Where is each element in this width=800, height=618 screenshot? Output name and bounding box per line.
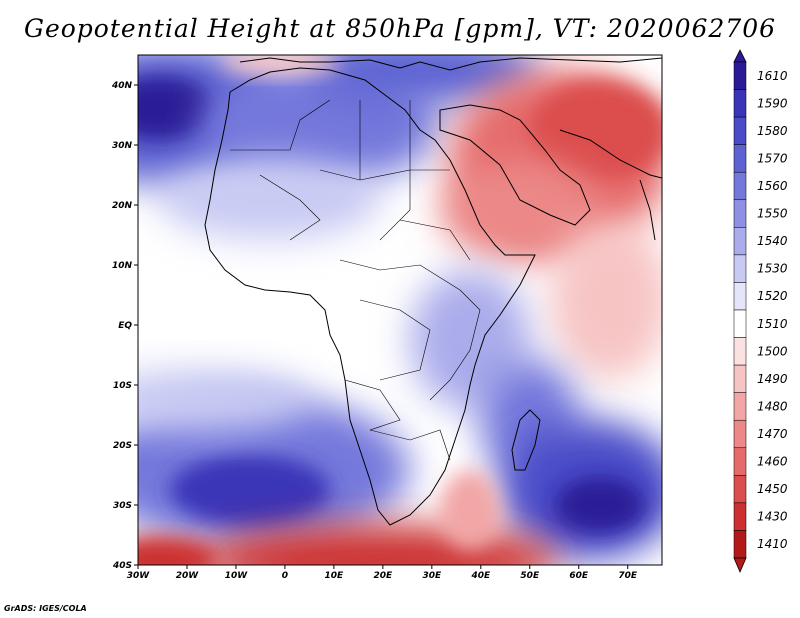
arabia-south bbox=[440, 160, 600, 260]
lat-tick-label: 20S bbox=[113, 441, 132, 451]
lon-tick-label: 20E bbox=[374, 571, 394, 581]
colorbar-swatch bbox=[733, 364, 747, 393]
colorbar-swatch bbox=[733, 392, 747, 421]
colorbar-label: 1550 bbox=[757, 207, 788, 221]
colorbar-swatch bbox=[733, 309, 747, 338]
lat-tick-label: 10S bbox=[113, 381, 132, 391]
lon-tick-label: 40E bbox=[470, 571, 491, 581]
border-angola bbox=[344, 379, 401, 431]
lat-tick-label: 30S bbox=[113, 501, 132, 511]
colorbar-label: 1460 bbox=[757, 455, 788, 469]
colorbar-swatch bbox=[733, 89, 747, 118]
colorbar-swatch bbox=[733, 144, 747, 173]
iran-coastline bbox=[559, 129, 662, 179]
colorbar-swatch bbox=[733, 227, 747, 256]
lon-tick-label: 60E bbox=[569, 571, 589, 581]
border-sudan bbox=[399, 219, 471, 261]
colorbar-swatch bbox=[733, 282, 747, 311]
cape-ridge-gap bbox=[440, 470, 500, 550]
lon-tick-label: 0 bbox=[282, 571, 288, 581]
colorbar-swatch bbox=[733, 475, 747, 504]
colorbar-top-arrow bbox=[733, 49, 747, 63]
azores-high-core bbox=[138, 76, 215, 140]
coastlines bbox=[204, 57, 662, 526]
border-east bbox=[429, 289, 481, 401]
border-drc bbox=[359, 299, 431, 381]
colorbar-label: 1510 bbox=[757, 317, 788, 331]
lon-tick-label: 50E bbox=[520, 571, 540, 581]
lat-tick-label: 40N bbox=[111, 81, 133, 91]
border-west-sahara bbox=[230, 99, 331, 151]
lon-axis: 30W 20W 10W 0 10E 20E 30E 40E 50E 60E 70E bbox=[127, 565, 638, 581]
border-southern bbox=[369, 429, 451, 461]
lat-tick-label: 40S bbox=[112, 561, 132, 571]
colorbar-label: 1470 bbox=[757, 427, 788, 441]
lat-tick-label: 30N bbox=[112, 141, 133, 151]
lat-tick-label: 20N bbox=[112, 201, 133, 211]
border-central bbox=[339, 259, 461, 291]
country-borders bbox=[230, 99, 481, 461]
colorbar-label: 1560 bbox=[757, 179, 788, 193]
colorbar-label: 1480 bbox=[757, 399, 788, 413]
colorbar-swatch bbox=[733, 199, 747, 228]
colorbar-label: 1580 bbox=[757, 124, 788, 138]
colorbar-label: 1530 bbox=[757, 262, 788, 276]
colorbar-label: 1410 bbox=[757, 537, 788, 551]
lon-tick-label: 30E bbox=[422, 571, 442, 581]
lat-tick-label: EQ bbox=[118, 321, 132, 331]
madagascar-coastline bbox=[511, 409, 541, 471]
heatmap-field bbox=[138, 55, 662, 565]
colorbar-label: 1570 bbox=[757, 151, 788, 165]
west-africa-band bbox=[160, 160, 380, 240]
lon-tick-label: 10W bbox=[225, 571, 249, 581]
colorbar-swatch bbox=[733, 171, 747, 201]
africa-coastline bbox=[204, 67, 536, 526]
arabian-sea bbox=[550, 220, 662, 380]
colorbar-label: 1540 bbox=[757, 234, 788, 248]
india-coastline bbox=[639, 179, 656, 241]
border-mali bbox=[259, 174, 321, 241]
colorbar-label: 1590 bbox=[757, 96, 788, 110]
colorbar-swatch bbox=[733, 116, 747, 145]
colorbar-swatch bbox=[733, 530, 747, 559]
southern-trough bbox=[200, 525, 560, 565]
colorbar-swatch bbox=[733, 419, 747, 449]
border-egypt-sudan bbox=[409, 100, 450, 171]
colorbar-label: 1500 bbox=[757, 344, 788, 358]
colorbar-label: 1430 bbox=[757, 510, 788, 524]
colorbar-swatch bbox=[733, 254, 747, 283]
lon-tick-label: 20W bbox=[176, 571, 200, 581]
mediterranean-high bbox=[300, 55, 540, 105]
iranian-heat-low bbox=[530, 80, 662, 180]
colorbar-swatch bbox=[733, 337, 747, 366]
colorbar-swatch bbox=[733, 502, 747, 531]
colorbar-label: 1450 bbox=[757, 482, 788, 496]
colorbar-label: 1520 bbox=[757, 289, 788, 303]
lat-tick-label: 10N bbox=[112, 261, 133, 271]
footer-credit: GrADS: IGES/COLA bbox=[4, 604, 87, 613]
europe-coastline bbox=[239, 57, 662, 71]
colorbar-swatch bbox=[733, 61, 747, 90]
lat-axis: 40N 30N 20N 10N EQ 10S 20S 30S 40S bbox=[111, 81, 138, 571]
south-atlantic-band bbox=[138, 370, 310, 430]
colorbar-swatch bbox=[733, 447, 747, 476]
colorbar-label: 1610 bbox=[757, 69, 788, 83]
colorbar-label: 1490 bbox=[757, 372, 788, 386]
colorbar: 1610 1590 1580 1570 1560 1550 1540 1530 1520 1510… bbox=[733, 49, 788, 574]
arabia-coastline bbox=[439, 104, 591, 226]
colorbar-bottom-arrow bbox=[733, 557, 747, 574]
south-atlantic-high-core bbox=[170, 455, 330, 525]
mascarene-high-core bbox=[555, 477, 645, 533]
lon-tick-label: 70E bbox=[618, 571, 638, 581]
lon-tick-label: 30W bbox=[127, 571, 151, 581]
plot-frame bbox=[137, 54, 663, 566]
lon-tick-label: 10E bbox=[325, 571, 345, 581]
southern-trough-west bbox=[138, 535, 220, 565]
iberia-warm bbox=[220, 55, 340, 74]
map-title: Geopotential Height at 850hPa [gpm], VT:… bbox=[23, 14, 777, 43]
